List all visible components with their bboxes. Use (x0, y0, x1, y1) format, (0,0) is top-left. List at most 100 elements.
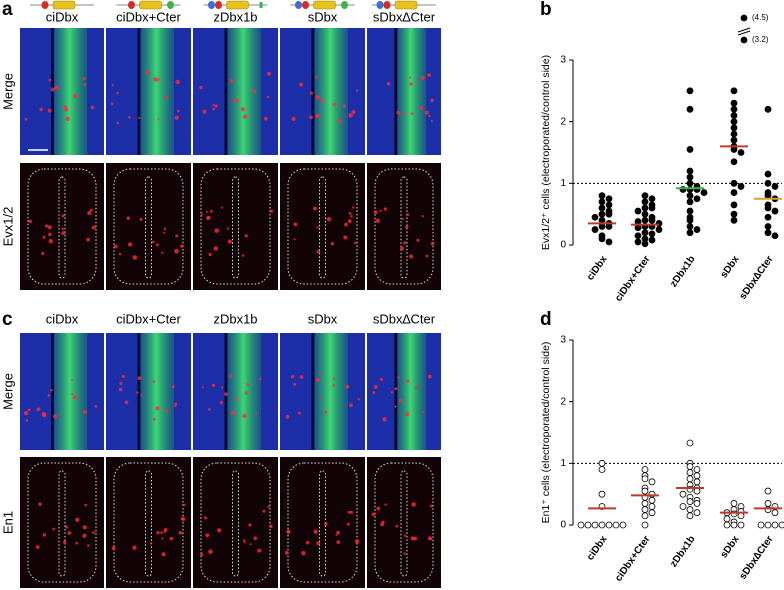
signal-dot (315, 377, 320, 383)
signal-dot (293, 222, 298, 227)
category-label: ciDbx+Cter (613, 254, 653, 304)
signal-dot (353, 241, 357, 245)
signal-dot (200, 213, 203, 216)
signal-dot (313, 206, 317, 211)
data-point (598, 490, 606, 498)
signal-dot (379, 209, 382, 212)
signal-dot (337, 118, 342, 123)
signal-dot (121, 374, 125, 379)
merge-image-green (312, 28, 348, 155)
data-point (730, 201, 738, 209)
signal-dot (52, 527, 55, 531)
marker-image (193, 163, 278, 290)
signal-dot (343, 235, 348, 240)
data-point (730, 124, 738, 132)
signal-dot (75, 517, 80, 522)
data-point (641, 216, 649, 224)
merge-image-green (138, 28, 174, 155)
data-point (686, 192, 694, 200)
data-point (764, 179, 772, 187)
marker-image (280, 163, 365, 290)
signal-dot (208, 252, 212, 257)
data-point (686, 475, 694, 483)
signal-dot (403, 534, 407, 537)
signal-dot (242, 114, 248, 119)
signal-dot (91, 225, 96, 230)
signal-dot (152, 380, 155, 383)
merge-image-green (51, 28, 88, 155)
signal-dot (352, 206, 355, 209)
signal-dot (67, 531, 72, 535)
data-point (591, 521, 599, 529)
data-point (686, 469, 694, 476)
signal-dot (348, 211, 352, 215)
signal-dot (161, 552, 166, 557)
signal-dot (127, 242, 133, 247)
y-tick-label: 3 (560, 55, 566, 66)
signal-dot (63, 540, 67, 544)
data-point (686, 506, 694, 513)
signal-dot (235, 99, 239, 103)
data-point (686, 229, 694, 237)
canal-outline (232, 176, 239, 279)
category-label: sDbx∆Cter (738, 534, 776, 582)
panel-label: c (2, 309, 13, 330)
data-point (686, 87, 694, 95)
construct-domain (226, 0, 249, 10)
signal-dot (87, 211, 92, 216)
data-point (730, 136, 738, 144)
signal-dot (345, 384, 350, 389)
column-header: ciDbx+Cter (116, 311, 181, 326)
data-point (700, 189, 708, 196)
row-label: Merge (0, 373, 15, 410)
data-point (693, 509, 701, 517)
construct-domain (208, 1, 215, 9)
data-point (693, 226, 701, 233)
signal-dot (428, 114, 431, 118)
data-point (598, 521, 606, 529)
signal-dot (356, 89, 359, 92)
column-header: ciDbx+Cter (116, 9, 181, 24)
signal-dot (25, 419, 29, 422)
signal-dot (132, 545, 137, 550)
construct-domain (383, 1, 391, 9)
signal-dot (145, 70, 150, 75)
signal-dot (50, 388, 53, 392)
signal-dot (386, 81, 391, 86)
signal-dot (430, 241, 435, 246)
tissue-outline (200, 462, 271, 583)
data-point (764, 487, 772, 495)
signal-dot (383, 207, 387, 211)
signal-dot (82, 525, 87, 530)
signal-dot (290, 375, 295, 379)
data-point (730, 112, 738, 119)
data-point (634, 238, 642, 246)
merge-image-green (312, 333, 348, 450)
signal-dot (164, 95, 168, 100)
signal-dot (210, 210, 213, 213)
data-point (730, 105, 738, 113)
signal-dot (136, 391, 139, 394)
data-point (648, 230, 656, 238)
signal-dot (408, 76, 412, 79)
signal-dot (421, 215, 424, 218)
data-point (641, 487, 649, 495)
signal-dot (212, 104, 215, 107)
signal-dot (41, 251, 45, 256)
signal-dot (205, 533, 210, 538)
signal-dot (139, 217, 143, 221)
construct-domain (341, 1, 348, 9)
column-header: ciDbx (46, 311, 79, 326)
signal-dot (61, 231, 66, 235)
signal-dot (324, 522, 328, 526)
signal-dot (410, 112, 414, 116)
signal-dot (155, 243, 159, 247)
signal-dot (299, 82, 304, 87)
tissue-outline (113, 462, 184, 583)
column-header: sDbx (308, 311, 338, 326)
signal-dot (390, 390, 394, 394)
signal-dot (332, 102, 337, 107)
signal-dot (351, 109, 356, 114)
data-point (686, 498, 694, 505)
